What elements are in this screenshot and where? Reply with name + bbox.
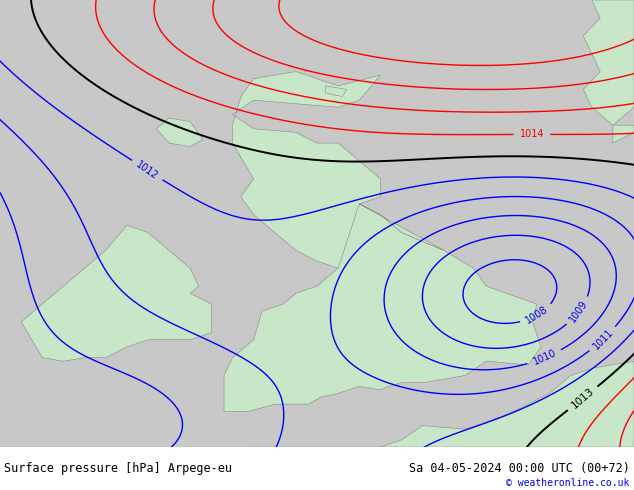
Text: 1013: 1013 [569, 386, 596, 411]
Text: © weatheronline.co.uk: © weatheronline.co.uk [507, 478, 630, 488]
Text: Sa 04-05-2024 00:00 UTC (00+72): Sa 04-05-2024 00:00 UTC (00+72) [409, 462, 630, 475]
Text: 1009: 1009 [568, 298, 590, 324]
Polygon shape [613, 125, 634, 143]
Polygon shape [233, 72, 444, 268]
Polygon shape [583, 0, 634, 125]
Text: 1011: 1011 [591, 327, 615, 351]
Polygon shape [21, 225, 211, 361]
Text: 1008: 1008 [524, 304, 550, 326]
Bar [0, 447, 634, 490]
Text: 1010: 1010 [531, 348, 558, 367]
Polygon shape [245, 361, 634, 465]
Text: Surface pressure [hPa] Arpege-eu: Surface pressure [hPa] Arpege-eu [4, 462, 232, 475]
Text: 1012: 1012 [134, 159, 160, 181]
Polygon shape [325, 86, 347, 97]
Polygon shape [157, 118, 203, 147]
Text: 1014: 1014 [520, 129, 544, 140]
Polygon shape [224, 196, 541, 411]
